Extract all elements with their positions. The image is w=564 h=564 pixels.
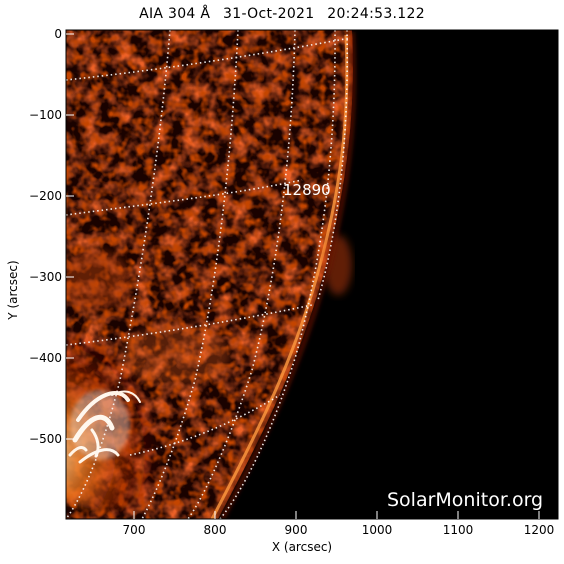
x-tick-label: 700	[122, 523, 146, 537]
plot-frame	[65, 29, 559, 520]
y-axis-title: Y (arcsec)	[3, 260, 23, 319]
y-axis-title-text: Y (arcsec)	[6, 260, 20, 320]
heliographic-grid	[66, 30, 351, 519]
y-tick-label: −400	[29, 351, 62, 365]
y-tick-label: −500	[29, 432, 62, 446]
y-tick-label: 0	[54, 27, 62, 41]
x-tick-marks	[133, 511, 540, 519]
x-axis-title: X (arcsec)	[271, 540, 333, 554]
x-tick-label: 1000	[361, 523, 393, 537]
plot-title: AIA 304 Å 31-Oct-2021 20:24:53.122	[0, 6, 564, 22]
title-date: 31-Oct-2021	[223, 6, 315, 22]
y-tick-marks	[66, 33, 74, 440]
y-tick-label: −300	[29, 270, 62, 284]
region-label: 12890	[283, 181, 331, 199]
watermark: SolarMonitor.org	[387, 489, 543, 511]
title-instrument: AIA 304 Å	[139, 6, 211, 22]
y-tick-label: −100	[29, 108, 62, 122]
x-tick-label: 800	[203, 523, 227, 537]
x-tick-label: 1100	[442, 523, 474, 537]
title-time: 20:24:53.122	[327, 6, 425, 22]
x-tick-label: 900	[284, 523, 308, 537]
x-tick-label: 1200	[523, 523, 555, 537]
y-tick-label: −200	[29, 189, 62, 203]
